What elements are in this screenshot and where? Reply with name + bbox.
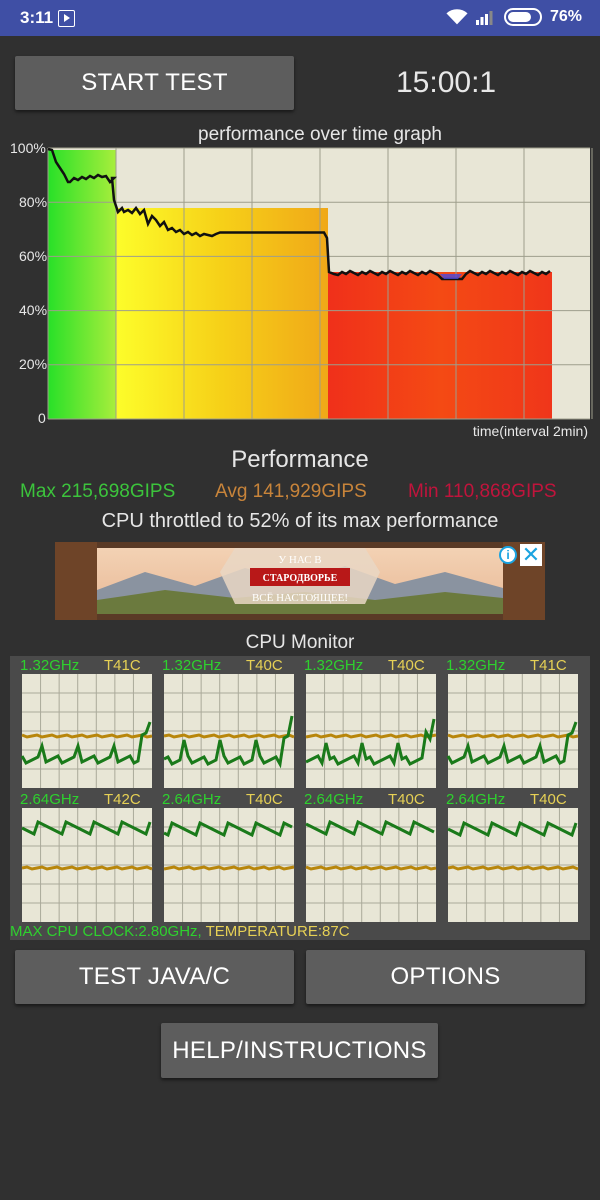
core-7-graph [447, 808, 579, 922]
cpu-monitor-title: CPU Monitor [245, 632, 355, 653]
wifi-icon [446, 9, 468, 25]
status-time: 3:11 [20, 8, 54, 27]
core-7-temperature: T40C [530, 791, 567, 808]
core-5-graph [163, 808, 295, 922]
y-tick-20: 20% [19, 356, 47, 372]
cpu-core-graphs [20, 674, 579, 922]
status-right: 76% [446, 8, 582, 26]
cpu-footer: MAX CPU CLOCK:2.80GHz, TEMPERATURE:87C [10, 923, 350, 940]
y-tick-40: 40% [19, 302, 47, 318]
core-0-temperature: T41C [104, 657, 141, 674]
y-tick-100: 100% [10, 140, 46, 156]
y-tick-0: 0 [38, 410, 46, 426]
ad-text-2: СТАРОДВОРЬЕ [263, 573, 338, 584]
core-2-graph [305, 674, 437, 788]
graph-min-marker [440, 274, 462, 279]
ad-banner[interactable]: У НАС В СТАРОДВОРЬЕ ВСЁ НАСТОЯЩЕЕ! i ✕ [55, 542, 545, 620]
cpu-temperature: TEMPERATURE:87C [205, 923, 350, 940]
core-5-frequency: 2.64GHz [162, 791, 222, 808]
core-7-frequency: 2.64GHz [446, 791, 506, 808]
throttle-text: CPU throttled to 52% of its max performa… [101, 510, 499, 532]
app-notification-icon [58, 10, 75, 27]
y-tick-80: 80% [19, 194, 47, 210]
core-4-frequency: 2.64GHz [20, 791, 80, 808]
min-performance: Min 110,868GIPS [408, 481, 557, 502]
help-button[interactable]: HELP/INSTRUCTIONS [161, 1023, 438, 1078]
battery-percent: 76% [549, 8, 582, 25]
max-performance: Max 215,698GIPS [20, 481, 176, 502]
performance-title: Performance [231, 446, 369, 473]
core-4-temperature: T42C [104, 791, 141, 808]
battery-level [507, 12, 531, 22]
core-2-temperature: T40C [388, 657, 425, 674]
performance-line [47, 147, 551, 281]
signal-icon [475, 11, 493, 25]
start-test-button[interactable]: START TEST [15, 56, 294, 110]
ad-info-icon[interactable]: i [499, 546, 517, 564]
x-axis-label: time(interval 2min) [473, 423, 588, 439]
core-1-graph [163, 674, 295, 788]
max-cpu-clock: MAX CPU CLOCK:2.80GHz, [10, 923, 202, 940]
core-6-graph [305, 808, 437, 922]
y-tick-60: 60% [19, 248, 47, 264]
graph-title: performance over time graph [198, 124, 442, 145]
options-button[interactable]: OPTIONS [306, 950, 585, 1004]
core-0-frequency: 1.32GHz [20, 657, 80, 674]
avg-performance: Avg 141,929GIPS [215, 481, 367, 502]
core-3-temperature: T41C [530, 657, 567, 674]
core-6-frequency: 2.64GHz [304, 791, 364, 808]
ad-text-1: У НАС В [278, 554, 321, 566]
battery-icon [503, 8, 542, 26]
graph-fill-red [328, 272, 552, 419]
ad-close-icon[interactable]: ✕ [520, 542, 542, 567]
core-5-temperature: T40C [246, 791, 283, 808]
core-1-temperature: T40C [246, 657, 283, 674]
core-3-graph [446, 674, 579, 788]
core-6-temperature: T40C [388, 791, 425, 808]
graph-fill-green [48, 150, 116, 419]
core-4-graph [21, 808, 153, 922]
ad-text-3: ВСЁ НАСТОЯЩЕЕ! [252, 592, 348, 604]
core-1-frequency: 1.32GHz [162, 657, 222, 674]
cpu-monitor-panel: 1.32GHz T41C 1.32GHz T40C 1.32GHz T40C 1.32GHz… [10, 656, 590, 940]
graph-grid [47, 147, 593, 420]
performance-graph: 100% 80% 60% 40% 20% 0 time(interval 2mi… [10, 140, 593, 439]
test-timer: 15:00:1 [396, 66, 497, 99]
core-0-graph [20, 674, 153, 788]
status-bar: 3:11 76% [0, 0, 600, 36]
test-java-button[interactable]: TEST JAVA/C [15, 950, 294, 1004]
core-3-frequency: 1.32GHz [446, 657, 506, 674]
core-2-frequency: 1.32GHz [304, 657, 364, 674]
ad-image: У НАС В СТАРОДВОРЬЕ ВСЁ НАСТОЯЩЕЕ! [55, 542, 545, 620]
graph-fill-yellow [116, 208, 328, 419]
